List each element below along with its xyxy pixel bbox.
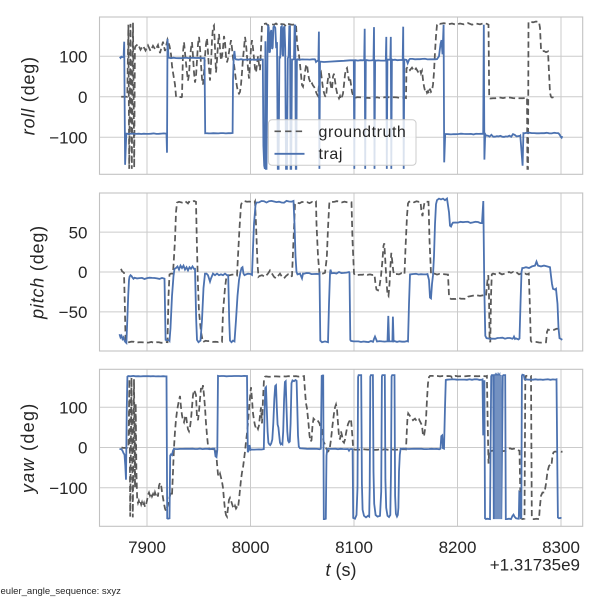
svg-text:8200: 8200 [439,538,477,557]
svg-text:traj: traj [319,146,343,163]
svg-text:roll (deg): roll (deg) [19,56,39,135]
svg-text:−100: −100 [49,129,87,148]
svg-text:+1.31735e9: +1.31735e9 [490,556,580,575]
svg-text:groundtruth: groundtruth [319,124,407,141]
svg-text:8100: 8100 [335,538,373,557]
svg-text:100: 100 [59,48,87,67]
svg-text:−50: −50 [59,303,88,322]
svg-text:50: 50 [69,223,88,242]
svg-text:euler_angle_sequence: sxyz: euler_angle_sequence: sxyz [1,586,122,597]
svg-text:8300: 8300 [542,538,580,557]
svg-text:pitch (deg): pitch (deg) [28,225,48,320]
svg-text:100: 100 [59,399,87,418]
svg-text:0: 0 [78,88,87,107]
svg-text:0: 0 [78,263,87,282]
svg-text:8000: 8000 [232,538,270,557]
svg-text:yaw (deg): yaw (deg) [18,402,38,495]
svg-text:t (s): t (s) [325,560,356,580]
svg-text:−100: −100 [49,479,87,498]
svg-text:0: 0 [78,439,87,458]
svg-text:7900: 7900 [128,538,166,557]
